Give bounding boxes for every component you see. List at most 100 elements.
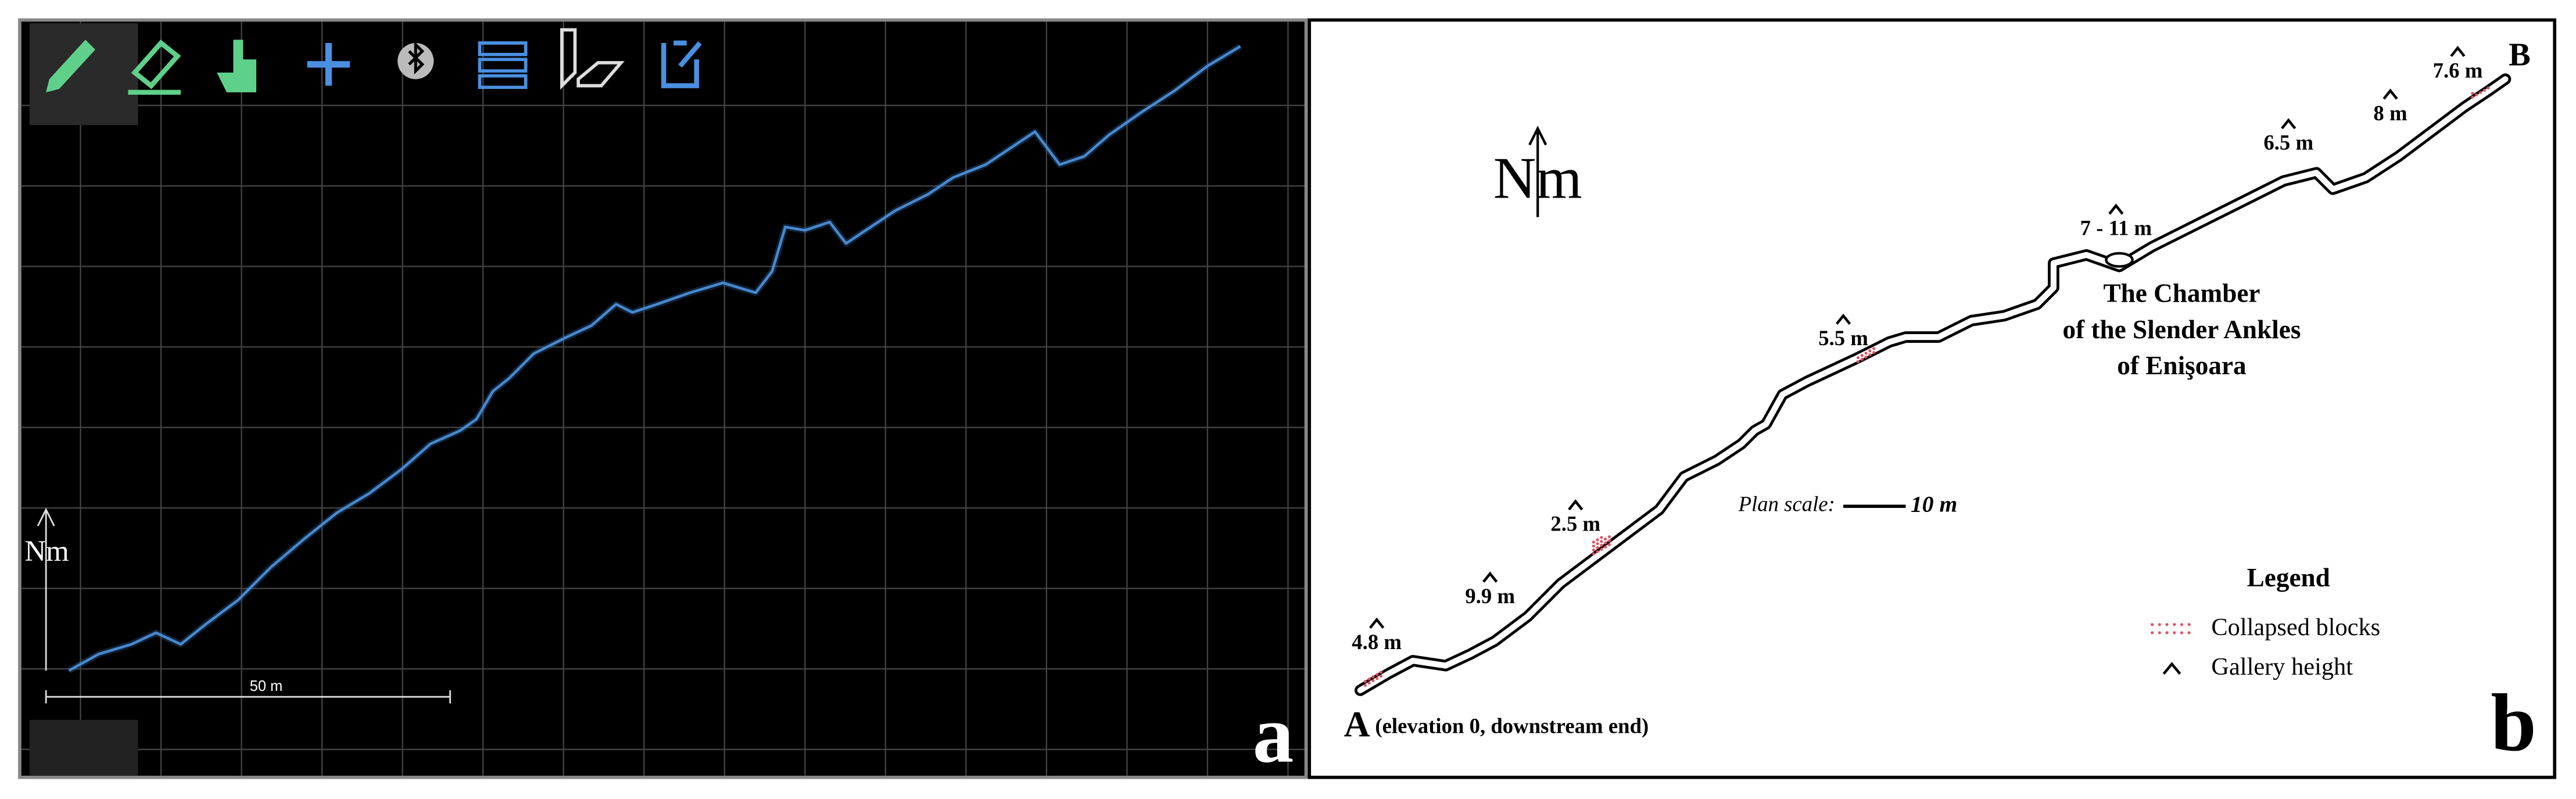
block-dot bbox=[1363, 683, 1367, 687]
block-dot bbox=[1607, 543, 1611, 546]
legend-dot bbox=[2151, 631, 2154, 635]
block-dot bbox=[2471, 91, 2474, 95]
legend-dot bbox=[2180, 623, 2184, 626]
block-dot bbox=[1600, 544, 1603, 547]
map-frame bbox=[1307, 18, 2557, 779]
block-dot bbox=[1375, 673, 1379, 676]
block-dot bbox=[1860, 354, 1864, 357]
block-dot bbox=[1872, 351, 1876, 354]
north-label: Nm bbox=[24, 535, 69, 568]
block-dot bbox=[1592, 548, 1595, 552]
gallery-height: 4.8 m bbox=[1352, 630, 1402, 654]
height-caret bbox=[1369, 617, 1385, 629]
legend-dot bbox=[2158, 631, 2161, 635]
block-dot bbox=[1872, 347, 1876, 350]
block-dot bbox=[2482, 88, 2486, 92]
block-dot bbox=[1864, 356, 1868, 359]
layers-tool[interactable] bbox=[560, 28, 625, 90]
legend-item: Collapsed blocks bbox=[2211, 614, 2380, 641]
block-dot bbox=[1868, 353, 1872, 357]
legend-dot bbox=[2165, 623, 2169, 626]
gallery-height: 2.5 m bbox=[1550, 512, 1600, 536]
legend-caret bbox=[2162, 662, 2181, 675]
height-caret bbox=[1836, 313, 1851, 325]
block-dot bbox=[1596, 542, 1599, 546]
block-dot bbox=[1864, 352, 1868, 355]
block-dot bbox=[1604, 545, 1607, 549]
legend-dot bbox=[2187, 631, 2191, 635]
cave-passage bbox=[1357, 76, 2509, 693]
block-dot bbox=[1375, 677, 1379, 680]
block-dot bbox=[1592, 540, 1595, 544]
gallery-height: 5.5 m bbox=[1818, 326, 1868, 350]
block-dot bbox=[1592, 552, 1595, 556]
eraser-tool[interactable] bbox=[128, 40, 181, 95]
app-canvas bbox=[18, 18, 1308, 779]
height-caret bbox=[2108, 203, 2124, 215]
end-b-label: B bbox=[2509, 37, 2531, 73]
block-dot bbox=[1371, 679, 1375, 683]
legend-item: Gallery height bbox=[2211, 653, 2353, 680]
add-tool[interactable] bbox=[307, 43, 350, 86]
plan-scale-label: Plan scale: bbox=[1738, 492, 1835, 516]
block-dot bbox=[1596, 546, 1599, 550]
list-tool[interactable] bbox=[478, 41, 528, 89]
block-dot bbox=[1592, 544, 1595, 548]
block-dot bbox=[1367, 678, 1371, 681]
chamber-name: The Chamber bbox=[2103, 279, 2260, 308]
block-dot bbox=[1596, 550, 1599, 553]
legend-dot bbox=[2151, 623, 2154, 626]
legend-swatch-dots bbox=[2151, 623, 2191, 635]
block-dot bbox=[1363, 680, 1367, 683]
collapsed-blocks bbox=[1363, 86, 2490, 687]
block-dot bbox=[1600, 536, 1603, 539]
block-dot bbox=[1860, 357, 1864, 361]
bluetooth-glyph bbox=[408, 41, 425, 75]
block-dot bbox=[2478, 91, 2482, 94]
plan-scale-length: 10 m bbox=[1911, 491, 1957, 517]
legend-dot bbox=[2173, 631, 2176, 635]
block-dot bbox=[1868, 349, 1872, 353]
block-dot bbox=[1856, 360, 1860, 364]
touch-tool[interactable] bbox=[217, 40, 257, 92]
chamber-name: of Enişoara bbox=[2117, 351, 2246, 380]
scale-bar bbox=[45, 690, 452, 704]
toolbar-highlight bbox=[29, 23, 138, 126]
legend-dot bbox=[2173, 623, 2176, 626]
block-dot bbox=[1600, 540, 1603, 543]
legend-dot bbox=[2165, 631, 2169, 635]
block-dot bbox=[2475, 93, 2478, 96]
legend-dot bbox=[2158, 623, 2161, 626]
legend-title: Legend bbox=[2247, 563, 2330, 592]
export-tool[interactable] bbox=[661, 40, 702, 88]
height-caret bbox=[1482, 571, 1498, 583]
block-dot bbox=[2487, 86, 2490, 90]
gallery-heights: 4.8 m 9.9 m 2.5 m 5.5 m 7 - 11 m 6.5 m 8 m 7.6 … bbox=[1352, 45, 2483, 654]
gallery-height: 8 m bbox=[2373, 101, 2407, 125]
chamber-name: of the Slender Ankles bbox=[2063, 315, 2301, 344]
height-caret bbox=[2450, 45, 2466, 58]
legend-dot bbox=[2180, 631, 2184, 635]
height-caret bbox=[2281, 118, 2296, 130]
toolbar bbox=[46, 28, 702, 95]
gallery-height: 9.9 m bbox=[1465, 584, 1515, 608]
panel-label: a bbox=[1253, 689, 1294, 780]
gallery-height: 7.6 m bbox=[2433, 58, 2483, 82]
block-dot bbox=[1379, 671, 1383, 674]
end-a-note: (elevation 0, downstream end) bbox=[1375, 714, 1649, 737]
panel-label: b bbox=[2491, 677, 2536, 768]
survey-splays bbox=[67, 43, 1242, 673]
panel-a: Nm 50 m a bbox=[18, 18, 1308, 780]
pencil-tool[interactable] bbox=[46, 40, 95, 92]
gallery-height: 6.5 m bbox=[2263, 131, 2313, 155]
height-caret bbox=[2382, 88, 2398, 100]
block-dot bbox=[1367, 681, 1371, 685]
block-dot bbox=[1596, 538, 1599, 542]
gallery-height: 7 - 11 m bbox=[2080, 216, 2152, 240]
block-dot bbox=[1604, 542, 1607, 545]
panel-b: Nm 4.8 m 9.9 m 2.5 m 5.5 m 7 - 11 m 6.5 m 8 m 7… bbox=[1307, 18, 2557, 779]
grid bbox=[21, 22, 1305, 776]
corner-panel bbox=[29, 719, 138, 776]
